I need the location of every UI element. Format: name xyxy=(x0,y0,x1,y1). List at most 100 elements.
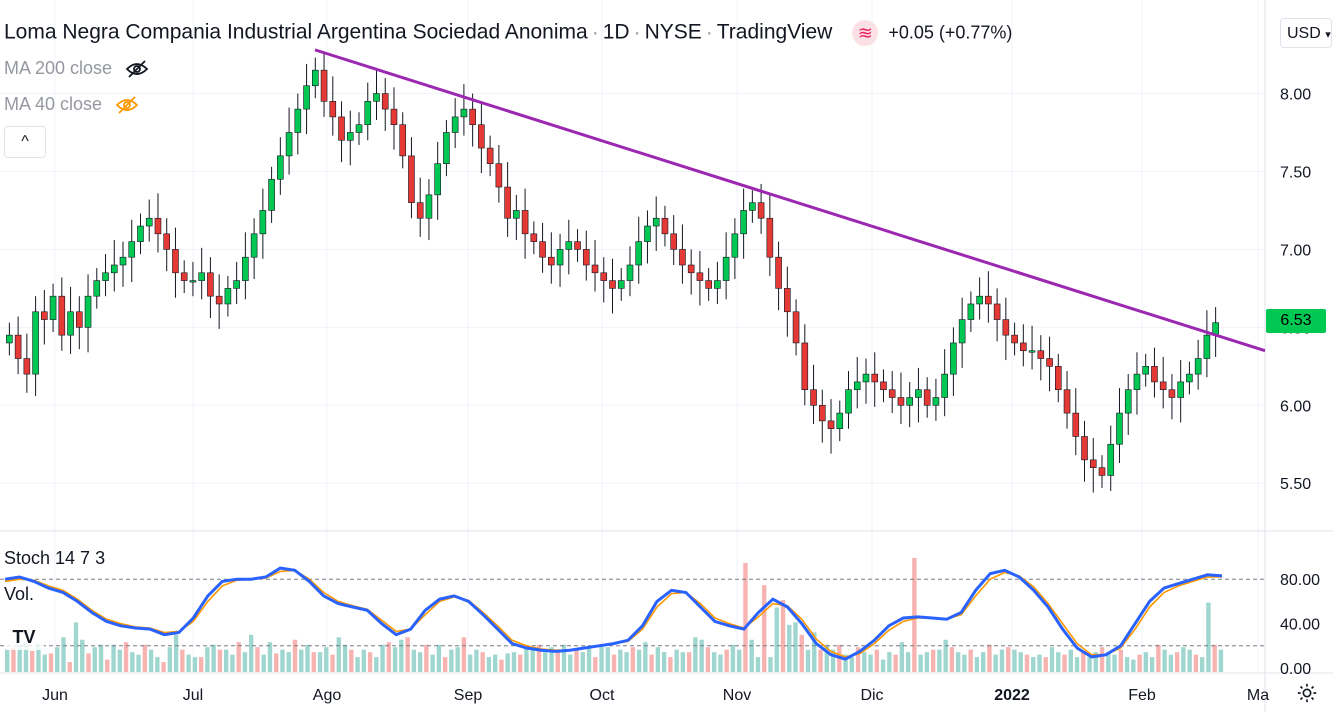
volume-bar xyxy=(374,657,379,672)
volume-bar xyxy=(705,647,711,672)
volume-bar xyxy=(518,654,523,672)
volume-bar xyxy=(342,644,348,672)
time-tick-label: Jul xyxy=(183,687,203,704)
collapse-legend-button[interactable]: ^ xyxy=(4,126,46,158)
currency-button[interactable]: USD ▾ xyxy=(1280,18,1332,48)
candle-body xyxy=(976,295,983,305)
ma40-legend[interactable]: MA 40 close xyxy=(4,94,139,115)
volume-bar xyxy=(1131,659,1136,672)
volume-bar xyxy=(467,654,473,672)
volume-bar xyxy=(530,649,535,672)
tradingview-logo-icon[interactable]: TV xyxy=(4,624,44,650)
candle-body xyxy=(591,264,599,274)
volume-bar xyxy=(461,637,467,672)
candle-body xyxy=(399,124,407,157)
volume-bar xyxy=(762,585,767,672)
candle-body xyxy=(364,101,372,126)
candle-body xyxy=(853,381,861,391)
volume-bar xyxy=(1056,652,1061,672)
volume-bar xyxy=(111,644,116,672)
volume-bar xyxy=(693,637,698,672)
volume-bar xyxy=(524,647,529,672)
candle-body xyxy=(1151,366,1158,383)
symbol-name[interactable]: Loma Negra Compania Industrial Argentina… xyxy=(4,20,588,44)
candle-body xyxy=(1203,334,1211,359)
volume-bar xyxy=(968,649,973,672)
candle-body xyxy=(469,108,476,126)
exchange: NYSE xyxy=(644,20,702,44)
volume-bar xyxy=(105,659,110,672)
candle-body xyxy=(285,132,293,157)
volume-bar xyxy=(655,647,661,672)
stoch-k-line xyxy=(4,566,1223,661)
volume-bar xyxy=(774,607,779,672)
volume-bar xyxy=(330,654,335,672)
volume-bar xyxy=(417,652,423,672)
candle-body xyxy=(346,132,354,141)
volume-bar xyxy=(793,622,798,672)
price-tick-label: 6.00 xyxy=(1280,398,1311,415)
volume-bar xyxy=(843,654,848,672)
volume-bar xyxy=(1037,654,1042,672)
eye-hidden-icon[interactable] xyxy=(115,95,139,115)
time-tick-label: Dic xyxy=(860,687,883,704)
candle-body xyxy=(486,147,494,164)
volume-bar xyxy=(436,644,442,672)
candle-body xyxy=(110,264,118,274)
chevron-down-icon: ▾ xyxy=(1325,29,1331,41)
price-change: +0.05 (+0.77%) xyxy=(888,22,1013,43)
candle-body xyxy=(932,397,940,406)
candle-body xyxy=(224,288,232,305)
time-tick-label: Jun xyxy=(42,687,68,704)
volume-label[interactable]: Vol. xyxy=(4,584,35,604)
candle-body xyxy=(1028,350,1036,353)
volume-bar xyxy=(805,649,811,672)
volume-bar xyxy=(261,654,266,672)
volume-bar xyxy=(674,649,679,672)
stoch-label[interactable]: Stoch 14 7 3 xyxy=(4,548,106,568)
candle-body xyxy=(312,69,319,87)
volume-bar xyxy=(1212,644,1217,672)
volume-bar xyxy=(593,657,598,672)
volume-bar xyxy=(1099,647,1105,672)
candle-body xyxy=(390,108,398,126)
volume-bar xyxy=(148,649,154,672)
eye-hidden-icon[interactable] xyxy=(125,59,149,79)
volume-bar xyxy=(1043,657,1048,672)
candle-body xyxy=(565,241,573,250)
volume-bar xyxy=(912,557,917,672)
candle-body xyxy=(740,210,747,235)
volume-bar xyxy=(205,647,210,672)
volume-bar xyxy=(1112,654,1117,672)
volume-bar xyxy=(699,639,704,672)
volume-bar xyxy=(661,652,667,672)
time-tick-label: Oct xyxy=(590,687,615,704)
candle-body xyxy=(862,373,870,383)
candle-body xyxy=(967,303,975,320)
candle-body xyxy=(556,249,564,266)
candle-body xyxy=(84,295,92,328)
candle-body xyxy=(705,280,712,289)
volume-bar xyxy=(1174,652,1180,672)
interval[interactable]: 1D xyxy=(602,20,630,44)
volume-bar xyxy=(999,649,1005,672)
volume-bar xyxy=(255,647,260,672)
ma40-label: MA 40 close xyxy=(4,94,103,114)
time-tick-label: Ago xyxy=(313,687,342,704)
volume-bar xyxy=(1124,657,1130,672)
volume-bar xyxy=(355,657,360,672)
ma200-legend[interactable]: MA 200 close xyxy=(4,58,149,79)
candle-body xyxy=(338,116,345,141)
volume-bar xyxy=(974,657,980,672)
candle-body xyxy=(757,202,765,219)
gear-icon[interactable] xyxy=(1296,682,1318,704)
volume-bar xyxy=(1081,652,1086,672)
volume-bar xyxy=(1149,657,1155,672)
candle-body xyxy=(381,93,389,110)
candle-body xyxy=(425,194,433,219)
candle-body xyxy=(906,397,913,406)
volume-bar xyxy=(955,652,961,672)
volume-bar xyxy=(862,652,867,672)
candle-body xyxy=(1159,381,1167,391)
